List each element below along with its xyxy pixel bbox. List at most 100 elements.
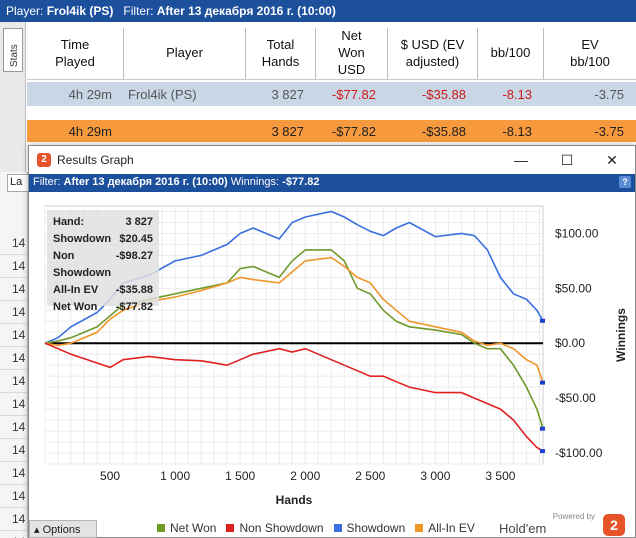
filter-label: Filter: xyxy=(33,176,61,188)
table-header: Time Played Player Total Hands Net Won U… xyxy=(27,28,636,80)
x-tick-label: 3 500 xyxy=(485,469,515,483)
stats-tab[interactable]: Stats xyxy=(0,22,26,172)
session-row[interactable]: 14 xyxy=(0,462,28,485)
powered-by-text: Powered by xyxy=(552,512,595,521)
close-button[interactable]: ✕ xyxy=(606,152,618,168)
cell-player: Frol4ik (PS) xyxy=(128,86,197,102)
filter-value: After 13 декабря 2016 г. (10:00) xyxy=(63,176,228,188)
series-line xyxy=(44,342,544,452)
legend-item[interactable]: Showdown xyxy=(333,521,406,535)
chart-legend: Net Won Non Showdown Showdown All-In EV xyxy=(157,521,475,535)
player-value: Frol4ik (PS) xyxy=(46,4,114,18)
col-time-played[interactable]: Time Played xyxy=(27,28,124,79)
legend-label: Non Showdown xyxy=(239,521,324,535)
stat-value: 3 827 xyxy=(125,216,153,228)
col-ev-bb100[interactable]: EV bb/100 xyxy=(570,36,610,69)
filter-bar: Filter: After 13 декабря 2016 г. (10:00)… xyxy=(29,174,635,192)
legend-label: All-In EV xyxy=(428,521,475,535)
cell-time: 4h 29m xyxy=(68,86,112,102)
series-endpoint xyxy=(540,318,545,323)
help-icon[interactable]: ? xyxy=(619,176,631,188)
x-tick-label: 2 000 xyxy=(290,469,320,483)
x-tick-label: 2 500 xyxy=(355,469,385,483)
stat-label: Net Won xyxy=(53,301,98,313)
minimize-button[interactable]: — xyxy=(514,152,528,168)
table-row[interactable]: 4h 29m Frol4ik (PS) 3 827 -$77.82 -$35.8… xyxy=(27,82,636,106)
stat-label: Non Showdown xyxy=(53,250,112,279)
legend-item[interactable]: Net Won xyxy=(157,521,216,535)
cell-net-won: -$77.82 xyxy=(331,123,376,139)
table-summary-row: 4h 29m 3 827 -$77.82 -$35.88 -8.13 -3.75 xyxy=(27,120,636,142)
session-row[interactable]: 14 xyxy=(0,255,28,278)
legend-item[interactable]: Non Showdown xyxy=(226,521,324,535)
stats-tab-box[interactable] xyxy=(3,28,23,72)
stat-label: All-In EV xyxy=(53,284,99,296)
stat-value: $20.45 xyxy=(119,233,153,245)
cell-ev-adjusted: -$35.88 xyxy=(421,123,466,139)
stat-label: Hand: xyxy=(53,216,85,228)
session-row[interactable]: 14 xyxy=(0,301,28,324)
session-row[interactable]: 14 xyxy=(0,347,28,370)
session-row[interactable]: 14 xyxy=(0,232,28,255)
col-total-hands[interactable]: Total Hands xyxy=(246,28,316,79)
stat-value: -$98.27 xyxy=(115,250,153,262)
session-row[interactable]: 14 xyxy=(0,393,28,416)
options-label: Options xyxy=(42,524,81,536)
session-row[interactable]: 14 xyxy=(0,324,28,347)
cell-time: 4h 29m xyxy=(68,123,112,139)
session-row[interactable]: 14 xyxy=(0,439,28,462)
brand-name: Hold'em Manager xyxy=(499,521,550,538)
col-ev-adjusted[interactable]: $ USD (EV adjusted) xyxy=(388,28,478,79)
session-row[interactable]: 14 xyxy=(0,485,28,508)
y-tick-label: $0.00 xyxy=(555,336,585,350)
legend-swatch xyxy=(226,524,235,532)
maximize-button[interactable]: ☐ xyxy=(560,152,574,168)
y-tick-label: $100.00 xyxy=(555,226,599,240)
app-logo-icon: 2 xyxy=(37,153,51,167)
session-row[interactable]: 14 xyxy=(0,531,28,538)
col-player[interactable]: Player xyxy=(124,28,246,79)
options-button[interactable]: ▴ Options xyxy=(29,520,97,538)
cell-hands: 3 827 xyxy=(271,123,304,139)
session-row[interactable]: 14 xyxy=(0,508,28,531)
cell-hands: 3 827 xyxy=(271,86,304,102)
y-tick-label: -$50.00 xyxy=(555,391,596,405)
legend-label: Net Won xyxy=(170,521,217,535)
filter-value: After 13 декабря 2016 г. (10:00) xyxy=(156,4,336,18)
brand-logo: Powered by Hold'em Manager 2 xyxy=(499,512,629,538)
session-list: La 1414141414141414141414141414 xyxy=(0,172,29,538)
legend-label: Showdown xyxy=(346,521,406,535)
window-title: Results Graph xyxy=(57,153,134,167)
y-axis-label: Winnings xyxy=(614,308,628,362)
y-tick-label: $50.00 xyxy=(555,281,592,295)
legend-item[interactable]: All-In EV xyxy=(415,521,475,535)
session-row[interactable]: 14 xyxy=(0,278,28,301)
col-net-won[interactable]: Net Won USD xyxy=(316,28,388,79)
cell-net-won: -$77.82 xyxy=(331,86,376,102)
hm-logo-icon: 2 xyxy=(603,514,625,536)
legend-swatch xyxy=(415,524,424,532)
la-dropdown[interactable]: La xyxy=(7,174,29,192)
cell-ev-bb100: -3.75 xyxy=(594,86,624,102)
series-endpoint xyxy=(540,449,545,454)
session-row[interactable]: 14 xyxy=(0,416,28,439)
x-tick-label: 500 xyxy=(100,469,120,483)
series-endpoint xyxy=(540,380,545,385)
cell-ev-adjusted: -$35.88 xyxy=(421,86,466,102)
x-axis-label: Hands xyxy=(276,493,313,507)
cell-bb100: -8.13 xyxy=(502,123,532,139)
y-tick-label: -$100.00 xyxy=(555,446,603,460)
legend-swatch xyxy=(157,524,165,532)
app-header: Player: Frol4ik (PS) Filter: After 13 де… xyxy=(0,0,636,22)
legend-swatch xyxy=(333,524,342,532)
window-titlebar[interactable]: 2 Results Graph — ☐ ✕ xyxy=(29,146,635,174)
series-line xyxy=(44,256,544,383)
x-tick-label: 1 500 xyxy=(225,469,255,483)
stat-value: -$35.88 xyxy=(115,284,153,296)
winnings-value: -$77.82 xyxy=(282,176,320,188)
session-row[interactable]: 14 xyxy=(0,370,28,393)
stat-value: -$77.82 xyxy=(115,301,153,313)
stats-tab-label: Stats xyxy=(9,44,20,67)
col-bb100[interactable]: bb/100 xyxy=(478,28,544,79)
